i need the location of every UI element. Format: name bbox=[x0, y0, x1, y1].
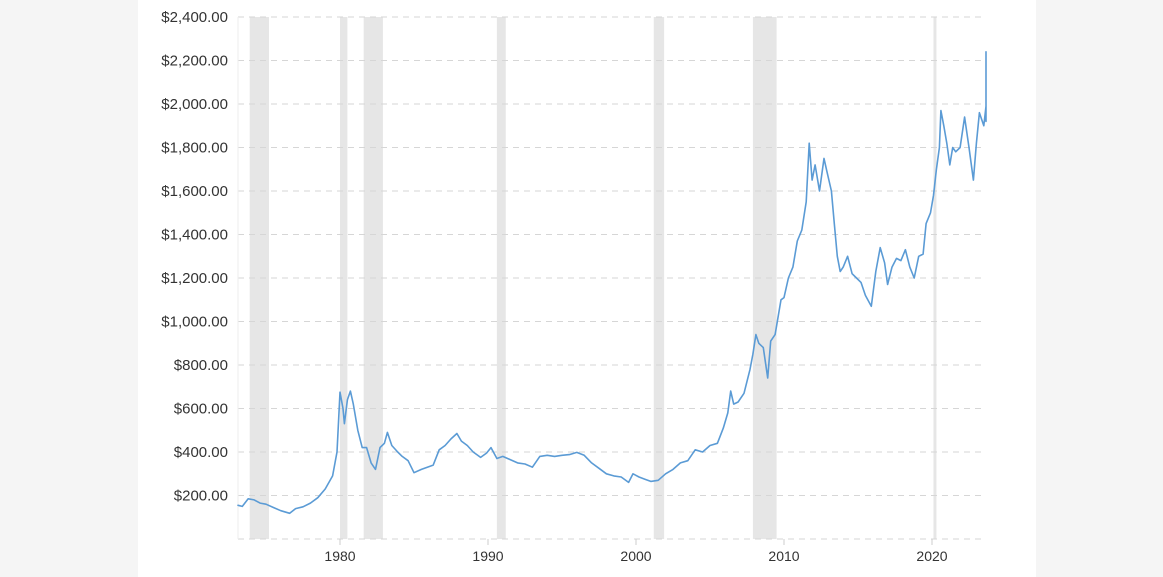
y-tick-label: $2,400.00 bbox=[161, 9, 228, 26]
price-series-line bbox=[237, 51, 987, 515]
recession-band bbox=[340, 17, 348, 539]
x-tick-label: 1980 bbox=[324, 548, 355, 564]
chart-panel bbox=[138, 0, 1036, 577]
y-tick-label: $1,200.00 bbox=[161, 270, 228, 287]
y-tick-label: $400.00 bbox=[174, 444, 228, 461]
y-tick-label: $200.00 bbox=[174, 488, 228, 505]
gridlines bbox=[238, 16, 986, 540]
y-tick-label: $2,000.00 bbox=[161, 96, 228, 113]
x-tick-label: 2000 bbox=[620, 548, 651, 564]
y-tick-label: $600.00 bbox=[174, 401, 228, 418]
x-axis: 1980 1990 2000 2010 2020 bbox=[324, 539, 948, 564]
x-tick-label: 2020 bbox=[916, 548, 947, 564]
series-layer bbox=[237, 51, 987, 515]
y-tick-label: $1,800.00 bbox=[161, 140, 228, 157]
y-axis: $200.00 $400.00 $600.00 $800.00 $1,000.00 $1,… bbox=[161, 9, 239, 539]
y-tick-label: $1,400.00 bbox=[161, 227, 228, 244]
y-tick-label: $1,000.00 bbox=[161, 314, 228, 331]
y-tick-label: $1,600.00 bbox=[161, 183, 228, 200]
y-tick-label: $2,200.00 bbox=[161, 53, 228, 70]
recession-band bbox=[496, 17, 506, 539]
x-tick-label: 2010 bbox=[768, 548, 799, 564]
y-tick-label: $800.00 bbox=[174, 357, 228, 374]
x-tick-label: 1990 bbox=[472, 548, 503, 564]
